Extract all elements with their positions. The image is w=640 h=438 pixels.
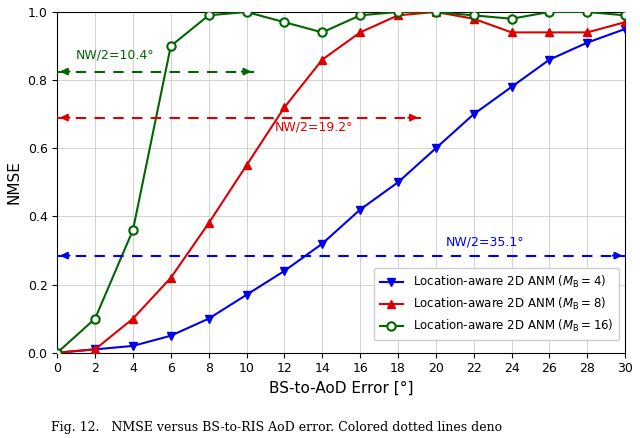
Location-aware 2D ANM ($M_{\mathrm{B}} = 4$)	[319, 241, 326, 246]
Location-aware 2D ANM ($M_{\mathrm{B}} = 16$)	[356, 13, 364, 18]
Location-aware 2D ANM ($M_{\mathrm{B}} = 4$)	[432, 145, 440, 151]
Location-aware 2D ANM ($M_{\mathrm{B}} = 16$)	[319, 30, 326, 35]
Location-aware 2D ANM ($M_{\mathrm{B}} = 16$)	[92, 316, 99, 321]
Location-aware 2D ANM ($M_{\mathrm{B}} = 16$)	[394, 9, 402, 14]
Text: NW/2=35.1°: NW/2=35.1°	[445, 236, 524, 249]
Location-aware 2D ANM ($M_{\mathrm{B}} = 8$)	[243, 162, 250, 168]
Location-aware 2D ANM ($M_{\mathrm{B}} = 4$)	[92, 347, 99, 352]
Location-aware 2D ANM ($M_{\mathrm{B}} = 16$)	[129, 227, 137, 233]
Location-aware 2D ANM ($M_{\mathrm{B}} = 8$)	[545, 30, 553, 35]
Location-aware 2D ANM ($M_{\mathrm{B}} = 16$)	[470, 13, 477, 18]
Location-aware 2D ANM ($M_{\mathrm{B}} = 4$)	[508, 84, 515, 89]
Location-aware 2D ANM ($M_{\mathrm{B}} = 4$)	[356, 207, 364, 212]
Text: Fig. 12.   NMSE versus BS-to-RIS AoD error. Colored dotted lines deno: Fig. 12. NMSE versus BS-to-RIS AoD error…	[51, 420, 502, 434]
Location-aware 2D ANM ($M_{\mathrm{B}} = 8$)	[205, 221, 212, 226]
Location-aware 2D ANM ($M_{\mathrm{B}} = 4$)	[129, 343, 137, 349]
Location-aware 2D ANM ($M_{\mathrm{B}} = 8$)	[53, 350, 61, 355]
Location-aware 2D ANM ($M_{\mathrm{B}} = 8$)	[470, 16, 477, 21]
Location-aware 2D ANM ($M_{\mathrm{B}} = 16$)	[205, 13, 212, 18]
Location-aware 2D ANM ($M_{\mathrm{B}} = 16$)	[243, 9, 250, 14]
Location-aware 2D ANM ($M_{\mathrm{B}} = 8$)	[167, 275, 175, 280]
Location-aware 2D ANM ($M_{\mathrm{B}} = 8$)	[280, 105, 288, 110]
Location-aware 2D ANM ($M_{\mathrm{B}} = 4$)	[53, 350, 61, 355]
Location-aware 2D ANM ($M_{\mathrm{B}} = 8$)	[92, 347, 99, 352]
X-axis label: BS-to-AoD Error [°]: BS-to-AoD Error [°]	[269, 381, 413, 396]
Location-aware 2D ANM ($M_{\mathrm{B}} = 16$)	[280, 20, 288, 25]
Location-aware 2D ANM ($M_{\mathrm{B}} = 4$)	[167, 333, 175, 338]
Location-aware 2D ANM ($M_{\mathrm{B}} = 16$)	[584, 9, 591, 14]
Location-aware 2D ANM ($M_{\mathrm{B}} = 4$)	[470, 112, 477, 117]
Location-aware 2D ANM ($M_{\mathrm{B}} = 16$)	[53, 350, 61, 355]
Location-aware 2D ANM ($M_{\mathrm{B}} = 8$)	[394, 13, 402, 18]
Location-aware 2D ANM ($M_{\mathrm{B}} = 16$)	[621, 13, 629, 18]
Location-aware 2D ANM ($M_{\mathrm{B}} = 16$)	[432, 9, 440, 14]
Location-aware 2D ANM ($M_{\mathrm{B}} = 16$)	[545, 9, 553, 14]
Location-aware 2D ANM ($M_{\mathrm{B}} = 8$)	[129, 316, 137, 321]
Location-aware 2D ANM ($M_{\mathrm{B}} = 16$)	[508, 16, 515, 21]
Line: Location-aware 2D ANM ($M_{\mathrm{B}} = 4$): Location-aware 2D ANM ($M_{\mathrm{B}} =…	[53, 25, 629, 357]
Line: Location-aware 2D ANM ($M_{\mathrm{B}} = 8$): Location-aware 2D ANM ($M_{\mathrm{B}} =…	[53, 8, 629, 357]
Location-aware 2D ANM ($M_{\mathrm{B}} = 4$)	[545, 57, 553, 62]
Legend: Location-aware 2D ANM ($M_{\mathrm{B}} = 4$), Location-aware 2D ANM ($M_{\mathrm: Location-aware 2D ANM ($M_{\mathrm{B}} =…	[374, 268, 620, 340]
Location-aware 2D ANM ($M_{\mathrm{B}} = 8$)	[584, 30, 591, 35]
Location-aware 2D ANM ($M_{\mathrm{B}} = 8$)	[621, 20, 629, 25]
Location-aware 2D ANM ($M_{\mathrm{B}} = 8$)	[356, 30, 364, 35]
Y-axis label: NMSE: NMSE	[7, 160, 22, 204]
Location-aware 2D ANM ($M_{\mathrm{B}} = 4$)	[205, 316, 212, 321]
Location-aware 2D ANM ($M_{\mathrm{B}} = 8$)	[508, 30, 515, 35]
Location-aware 2D ANM ($M_{\mathrm{B}} = 8$)	[432, 9, 440, 14]
Line: Location-aware 2D ANM ($M_{\mathrm{B}} = 16$): Location-aware 2D ANM ($M_{\mathrm{B}} =…	[53, 8, 629, 357]
Location-aware 2D ANM ($M_{\mathrm{B}} = 8$)	[319, 57, 326, 62]
Location-aware 2D ANM ($M_{\mathrm{B}} = 4$)	[584, 40, 591, 45]
Location-aware 2D ANM ($M_{\mathrm{B}} = 4$)	[280, 268, 288, 274]
Location-aware 2D ANM ($M_{\mathrm{B}} = 4$)	[394, 180, 402, 185]
Text: NW/2=10.4°: NW/2=10.4°	[76, 48, 155, 61]
Location-aware 2D ANM ($M_{\mathrm{B}} = 16$)	[167, 43, 175, 49]
Location-aware 2D ANM ($M_{\mathrm{B}} = 4$)	[621, 26, 629, 32]
Location-aware 2D ANM ($M_{\mathrm{B}} = 4$)	[243, 292, 250, 297]
Text: NW/2=19.2°: NW/2=19.2°	[275, 121, 353, 134]
